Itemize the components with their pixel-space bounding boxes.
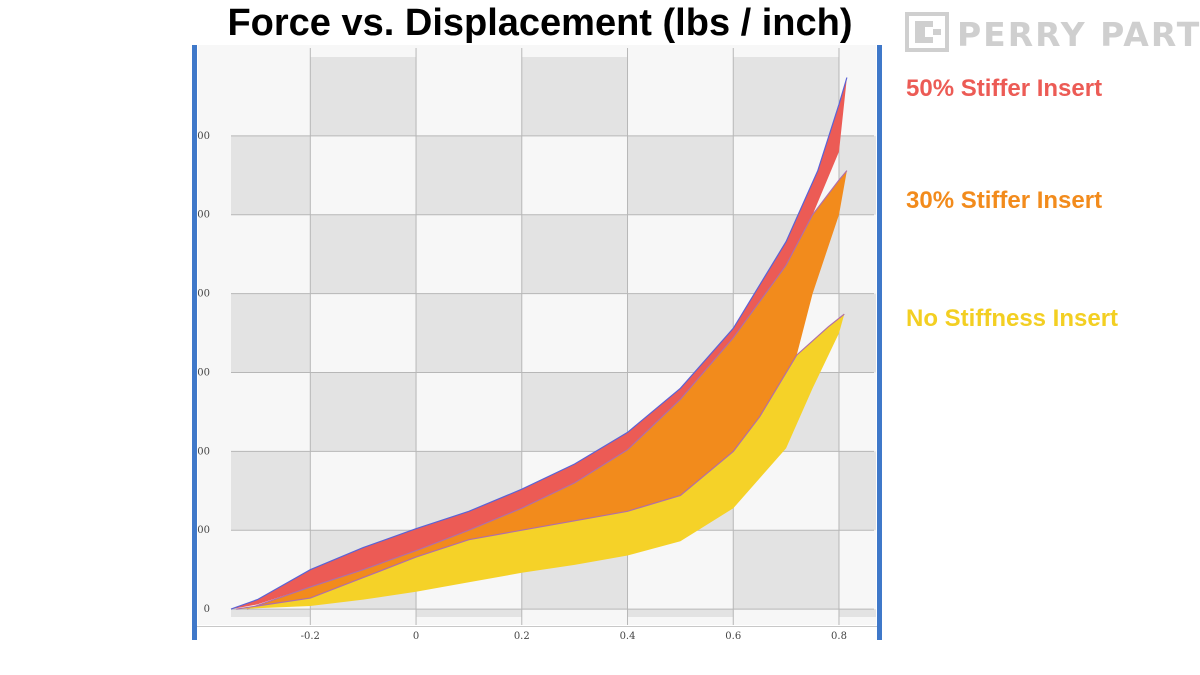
y-tick-label: 1500 bbox=[192, 367, 210, 378]
grid-cell bbox=[231, 293, 311, 373]
series-area-1 bbox=[231, 77, 847, 610]
perry-parts-logo: PERRY PARTS bbox=[905, 12, 1200, 54]
x-tick-label: 0.2 bbox=[514, 631, 530, 642]
y-tick-label: 0 bbox=[204, 604, 210, 615]
grid-cell bbox=[231, 451, 311, 531]
series-outline-1 bbox=[230, 77, 848, 610]
series-area-2 bbox=[246, 170, 847, 610]
grid-cell bbox=[733, 530, 839, 610]
grid-cell bbox=[733, 57, 839, 136]
grid-cell bbox=[416, 293, 522, 373]
grid-cell bbox=[416, 135, 522, 215]
chart-title: Force vs. Displacement (lbs / inch) bbox=[227, 2, 853, 44]
grid-cell bbox=[838, 293, 876, 373]
series-area-3 bbox=[236, 314, 845, 610]
grid-cell bbox=[310, 214, 417, 294]
logo-text: PERRY PARTS bbox=[957, 15, 1200, 54]
grid-cell bbox=[521, 214, 628, 294]
bottom-frame-line bbox=[197, 626, 877, 627]
grid-cell bbox=[310, 57, 417, 136]
grid-cell bbox=[310, 372, 417, 452]
grid-cell bbox=[231, 609, 311, 617]
series-outline-3 bbox=[236, 313, 845, 610]
y-tick-label: 500 bbox=[192, 525, 210, 536]
left-frame-border bbox=[192, 45, 197, 640]
grid-cell bbox=[838, 609, 876, 617]
y-tick-label: 1000 bbox=[192, 446, 210, 457]
grid-cell bbox=[231, 135, 311, 215]
grid-cell bbox=[627, 135, 734, 215]
x-tick-label: -0.2 bbox=[301, 631, 320, 642]
series-outline-2 bbox=[246, 170, 848, 610]
y-tick-label: 3000 bbox=[192, 131, 210, 142]
grid-cell bbox=[521, 372, 628, 452]
force-displacement-chart: -0.2 0 0.2 0.4 0.6 0.8 0 500 1000 1500 2000 2500 300… bbox=[192, 45, 882, 642]
grid-cell bbox=[416, 609, 522, 617]
y-tick-label: 2500 bbox=[192, 210, 210, 221]
grid-cell bbox=[627, 609, 734, 617]
legend-entry-1: 50% Stiffer Insert bbox=[906, 75, 1103, 102]
x-tick-label: 0.8 bbox=[831, 631, 847, 642]
y-tick-label: 2000 bbox=[192, 289, 210, 300]
perry-parts-logo-icon bbox=[905, 12, 949, 52]
x-tick-label: 0 bbox=[413, 631, 419, 642]
legend-entry-2: 30% Stiffer Insert bbox=[906, 187, 1103, 214]
grid-cell bbox=[521, 57, 628, 136]
right-frame-border bbox=[877, 45, 882, 640]
x-tick-label: 0.4 bbox=[620, 631, 636, 642]
grid-cell bbox=[838, 451, 876, 531]
legend-entry-3: No Stiffness Insert bbox=[906, 305, 1119, 332]
x-tick-label: 0.6 bbox=[725, 631, 741, 642]
